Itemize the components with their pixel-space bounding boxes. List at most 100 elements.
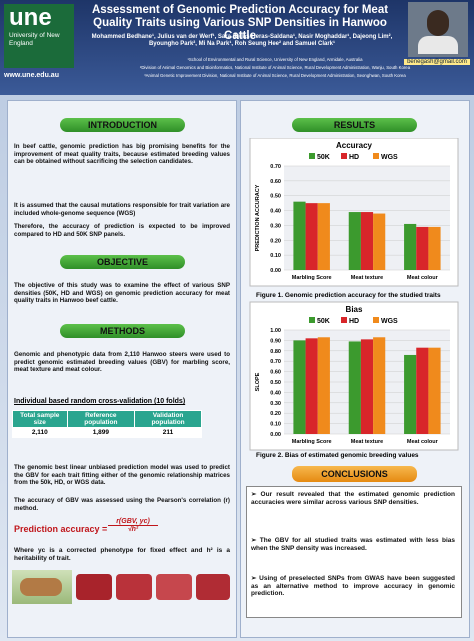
y-tick-label: 0.60 <box>270 370 281 376</box>
y-tick-label: 0.90 <box>270 338 281 344</box>
y-tick-label: 0.80 <box>270 349 281 355</box>
y-axis-label: PREDICTION ACCURACY <box>255 184 261 251</box>
bar <box>348 212 361 270</box>
affiliation: ¹School of Environmental and Rural Scien… <box>187 57 363 62</box>
formula-numerator: r(GBV, yc) <box>108 518 158 526</box>
bar <box>428 226 441 270</box>
table-header: Validation population <box>134 410 202 428</box>
y-tick-label: 0.10 <box>270 422 281 428</box>
conclusion-text: The GBV for all studied traits was estim… <box>251 537 455 552</box>
legend-label: HD <box>349 154 359 161</box>
table-cell: 1,899 <box>66 427 136 438</box>
email: benegash@gmail.com <box>404 59 470 65</box>
paragraph: The objective of this study was to exami… <box>14 282 230 305</box>
legend-swatch <box>309 317 315 323</box>
paragraph: The genomic best linear unbiased predict… <box>14 464 230 487</box>
legend-swatch <box>341 317 347 323</box>
y-axis-label: SLOPE <box>255 372 261 391</box>
y-tick-label: 0.00 <box>270 432 281 438</box>
paragraph: Genomic and phenotypic data from 2,110 H… <box>14 351 230 374</box>
affiliation: ²Division of Animal Genomics and Bioinfo… <box>139 65 411 70</box>
y-tick-label: 0.20 <box>270 411 281 417</box>
conclusion: ➢ Our result revealed that the estimated… <box>251 491 455 506</box>
legend-label: 50K <box>317 154 330 161</box>
conclusion-text: Using of preselected SNPs from GWAS have… <box>251 575 455 598</box>
authors: Mohammed Bedhane¹, Julius van der Werf¹,… <box>91 34 393 47</box>
y-tick-label: 0.30 <box>270 223 281 229</box>
paragraph: The accuracy of GBV was assessed using t… <box>14 497 230 512</box>
y-tick-label: 1.00 <box>270 328 281 334</box>
paragraph: Therefore, the accuracy of prediction is… <box>14 223 230 238</box>
section-heading: RESULTS <box>292 118 417 132</box>
y-tick-label: 0.70 <box>270 359 281 365</box>
table-cell: 211 <box>134 427 202 438</box>
y-tick-label: 0.50 <box>270 380 281 386</box>
y-tick-label: 0.40 <box>270 390 281 396</box>
x-tick-label: Meat texture <box>351 275 383 281</box>
table-header: Total sample size <box>12 410 68 428</box>
section-heading: METHODS <box>60 324 185 338</box>
url: www.une.edu.au <box>4 72 59 79</box>
left-panel <box>7 100 237 638</box>
formula: r(GBV, yc) √h² <box>108 518 158 533</box>
x-tick-label: Meat texture <box>351 439 383 445</box>
affiliations: ¹School of Environmental and Rural Scien… <box>80 56 470 80</box>
y-tick-label: 0.50 <box>270 194 281 200</box>
x-tick-label: Marbling Score <box>292 439 332 445</box>
legend-swatch <box>341 153 347 159</box>
bar <box>360 339 374 434</box>
bar <box>317 337 330 434</box>
y-tick-label: 0.20 <box>270 238 281 244</box>
chart-title: Accuracy <box>336 141 373 150</box>
section-heading: CONCLUSIONS <box>292 466 417 482</box>
bar <box>317 203 330 270</box>
table-cell: 2,110 <box>12 427 68 438</box>
title: Assessment of Genomic Prediction Accurac… <box>91 4 389 42</box>
charts: Accuracy 50K HD WGS 0.00 0.10 0.20 0.30 0.40 0.50… <box>249 138 459 451</box>
y-tick-label: 0.40 <box>270 209 281 215</box>
bar <box>305 338 318 434</box>
bar <box>348 341 361 434</box>
x-tick-label: Marbling Score <box>292 275 332 281</box>
table-header: Reference population <box>66 410 136 428</box>
conclusion: ➢ The GBV for all studied traits was est… <box>251 537 455 552</box>
x-tick-label: Meat colour <box>407 439 439 445</box>
bar <box>404 223 417 270</box>
conclusion: ➢ Using of preselected SNPs from GWAS ha… <box>251 575 455 598</box>
cv-title: Individual based random cross-validation… <box>14 398 186 405</box>
legend-label: WGS <box>381 154 398 161</box>
paragraph: Where yc is a corrected phenotype for fi… <box>14 547 230 562</box>
chart-title: Bias <box>346 305 363 314</box>
y-tick-label: 0.30 <box>270 401 281 407</box>
bar <box>404 354 417 434</box>
paragraph: It is assumed that the causal mutations … <box>14 202 230 217</box>
bar <box>293 201 306 270</box>
y-tick-label: 0.10 <box>270 253 281 259</box>
caption: Figure 2. Bias of estimated genomic bree… <box>256 452 419 459</box>
table: Total sample size Reference population Val… <box>12 410 202 438</box>
affiliation: ³Animal Genetic Improvement Division, Na… <box>144 73 406 78</box>
formula-denominator: √h² <box>127 526 139 533</box>
section-heading: OBJECTIVE <box>60 255 185 269</box>
bar <box>305 203 318 270</box>
bar <box>293 340 306 434</box>
legend-swatch <box>373 153 379 159</box>
bar <box>373 337 386 434</box>
x-tick-label: Meat colour <box>407 275 439 281</box>
conclusion-text: Our result revealed that the estimated g… <box>251 491 455 506</box>
logo: une <box>9 4 52 31</box>
legend-swatch <box>373 317 379 323</box>
bar <box>416 347 429 434</box>
y-tick-label: 0.70 <box>270 164 281 170</box>
section-heading: INTRODUCTION <box>60 118 185 132</box>
logo-sub: University of New England <box>9 32 60 47</box>
y-tick-label: 0.60 <box>270 179 281 185</box>
images <box>12 570 230 604</box>
legend-label: 50K <box>317 318 330 325</box>
photo <box>408 2 468 57</box>
caption: Figure 1. Genomic prediction accuracy fo… <box>256 292 441 299</box>
formula-label: Prediction accuracy = <box>14 524 108 534</box>
paragraph: In beef cattle, genomic prediction has b… <box>14 143 230 166</box>
bar <box>373 213 386 270</box>
